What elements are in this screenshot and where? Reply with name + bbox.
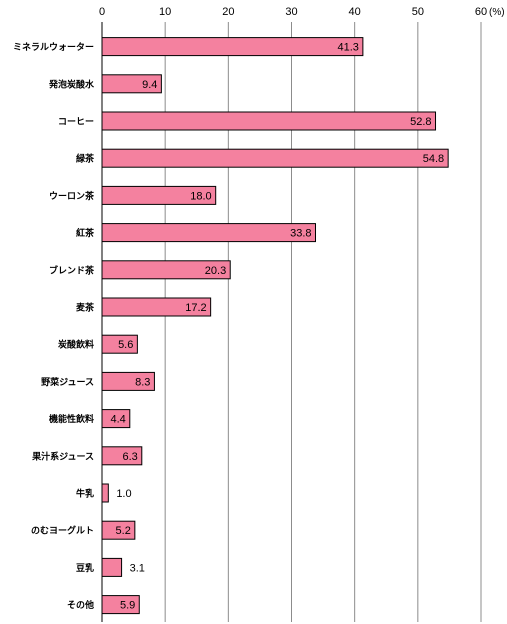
value-label: 1.0 (116, 488, 131, 500)
x-tick-label: 10 (159, 6, 171, 18)
category-label: その他 (67, 599, 94, 611)
value-label: 5.6 (118, 339, 133, 351)
x-tick-label: 40 (349, 6, 361, 18)
bar (101, 483, 109, 503)
value-label: 3.1 (130, 562, 145, 574)
category-label: 野菜ジュース (41, 376, 94, 388)
value-label: 9.4 (142, 79, 157, 91)
x-axis-unit-label: (%) (489, 7, 505, 18)
category-label: 牛乳 (76, 488, 94, 500)
bar (101, 37, 364, 57)
category-label: ウーロン茶 (49, 190, 95, 202)
value-label: 8.3 (135, 376, 150, 388)
bar (101, 148, 449, 168)
value-label: 54.8 (423, 153, 444, 165)
value-label: 18.0 (190, 190, 211, 202)
category-labels: ミネラルウォーター発泡炭酸水コーヒー緑茶ウーロン茶紅茶ブレンド茶麦茶炭酸飲料野菜… (13, 41, 95, 611)
value-label: 52.8 (410, 116, 431, 128)
value-label: 33.8 (290, 228, 311, 240)
x-tick-label: 0 (99, 6, 105, 18)
value-label: 41.3 (337, 42, 358, 54)
value-label: 5.9 (120, 600, 135, 612)
value-labels: 41.3 9.4 52.8 54.8 18.0 33.8 20.3 17.2 5.6 8.3 4.4… (110, 42, 444, 612)
category-label: ミネラルウォーター (13, 41, 94, 53)
x-axis-ticks: 0 10 20 30 40 50 60 (99, 6, 487, 18)
category-label: 紅茶 (76, 227, 95, 239)
value-label: 4.4 (110, 414, 125, 426)
category-label: ブレンド茶 (49, 264, 95, 276)
bar (101, 111, 437, 131)
x-tick-label: 60 (475, 6, 487, 18)
category-label: 発泡炭酸水 (48, 78, 95, 90)
category-label: のむヨーグルト (31, 525, 94, 537)
category-label: コーヒー (58, 117, 94, 128)
value-label: 6.3 (122, 451, 137, 463)
bar (101, 223, 317, 243)
x-tick-label: 30 (285, 6, 297, 18)
category-label: 麦茶 (76, 302, 95, 314)
value-label: 5.2 (116, 525, 131, 537)
value-label: 20.3 (205, 265, 226, 277)
x-tick-label: 20 (222, 6, 234, 18)
category-label: 機能性飲料 (49, 413, 94, 425)
category-label: 緑茶 (76, 153, 95, 165)
value-label: 17.2 (185, 302, 206, 314)
category-label: 炭酸飲料 (58, 339, 94, 351)
bar (101, 557, 123, 577)
x-tick-label: 50 (412, 6, 424, 18)
category-label: 豆乳 (76, 562, 94, 574)
category-label: 果汁系ジュース (31, 450, 94, 462)
bars (101, 37, 449, 615)
